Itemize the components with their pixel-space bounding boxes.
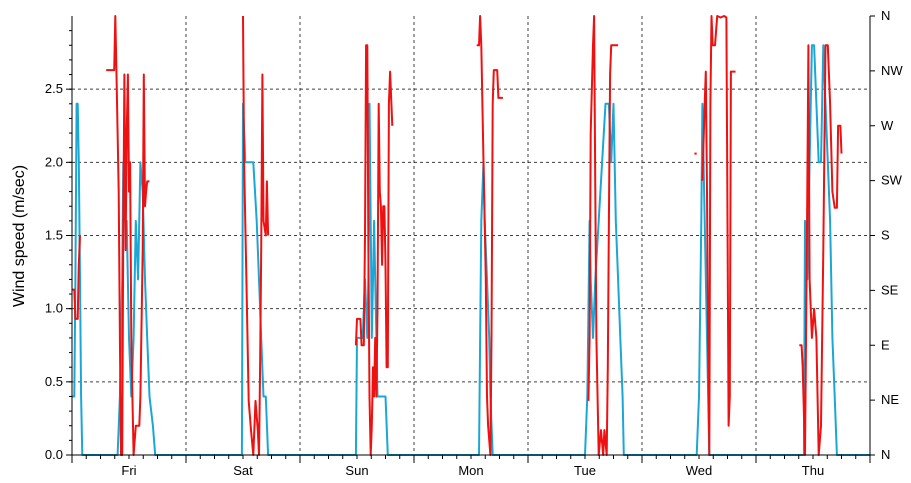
y-tick-label: 2.5 [45,81,63,96]
direction-line [587,15,619,456]
y2-tick-label: W [881,118,894,133]
y2-tick-label: N [881,447,890,462]
direction-line [72,235,81,320]
x-tick-label: Fri [121,463,136,478]
y-tick-label: 1.0 [45,301,63,316]
y-tick-label: 0.0 [45,447,63,462]
y-tick-label: 0.5 [45,374,63,389]
direction-line [799,44,843,456]
axes [66,15,875,463]
direction-line [242,15,270,456]
x-tick-label: Thu [802,463,824,478]
direction-line [354,44,394,456]
y2-tick-label: SE [881,282,899,297]
tick-labels: 0.0 0.5 1.0 1.5 2.0 2.5 N NE E SE S SW W NW N Fri Sat Sun… [45,8,903,478]
y2-tick-label: SW [881,173,903,188]
x-tick-label: Sun [345,463,368,478]
y2-tick-label: S [881,228,890,243]
speed-line [72,44,870,456]
x-tick-label: Sat [233,463,253,478]
y-tick-label: 1.5 [45,228,63,243]
direction-line [106,15,150,456]
direction-line [476,15,503,456]
y2-tick-label: E [881,337,890,352]
y2-tick-label: NW [881,63,903,78]
direction-line [701,15,736,456]
y-axis-title: Wind speed (m/sec) [11,165,28,307]
grid-lines [72,16,870,455]
y2-tick-label: N [881,8,890,23]
x-tick-label: Mon [458,463,483,478]
x-tick-label: Tue [574,463,596,478]
y2-tick-label: NE [881,392,899,407]
y-tick-label: 2.0 [45,154,63,169]
series-layer [72,15,870,456]
x-tick-label: Wed [686,463,713,478]
